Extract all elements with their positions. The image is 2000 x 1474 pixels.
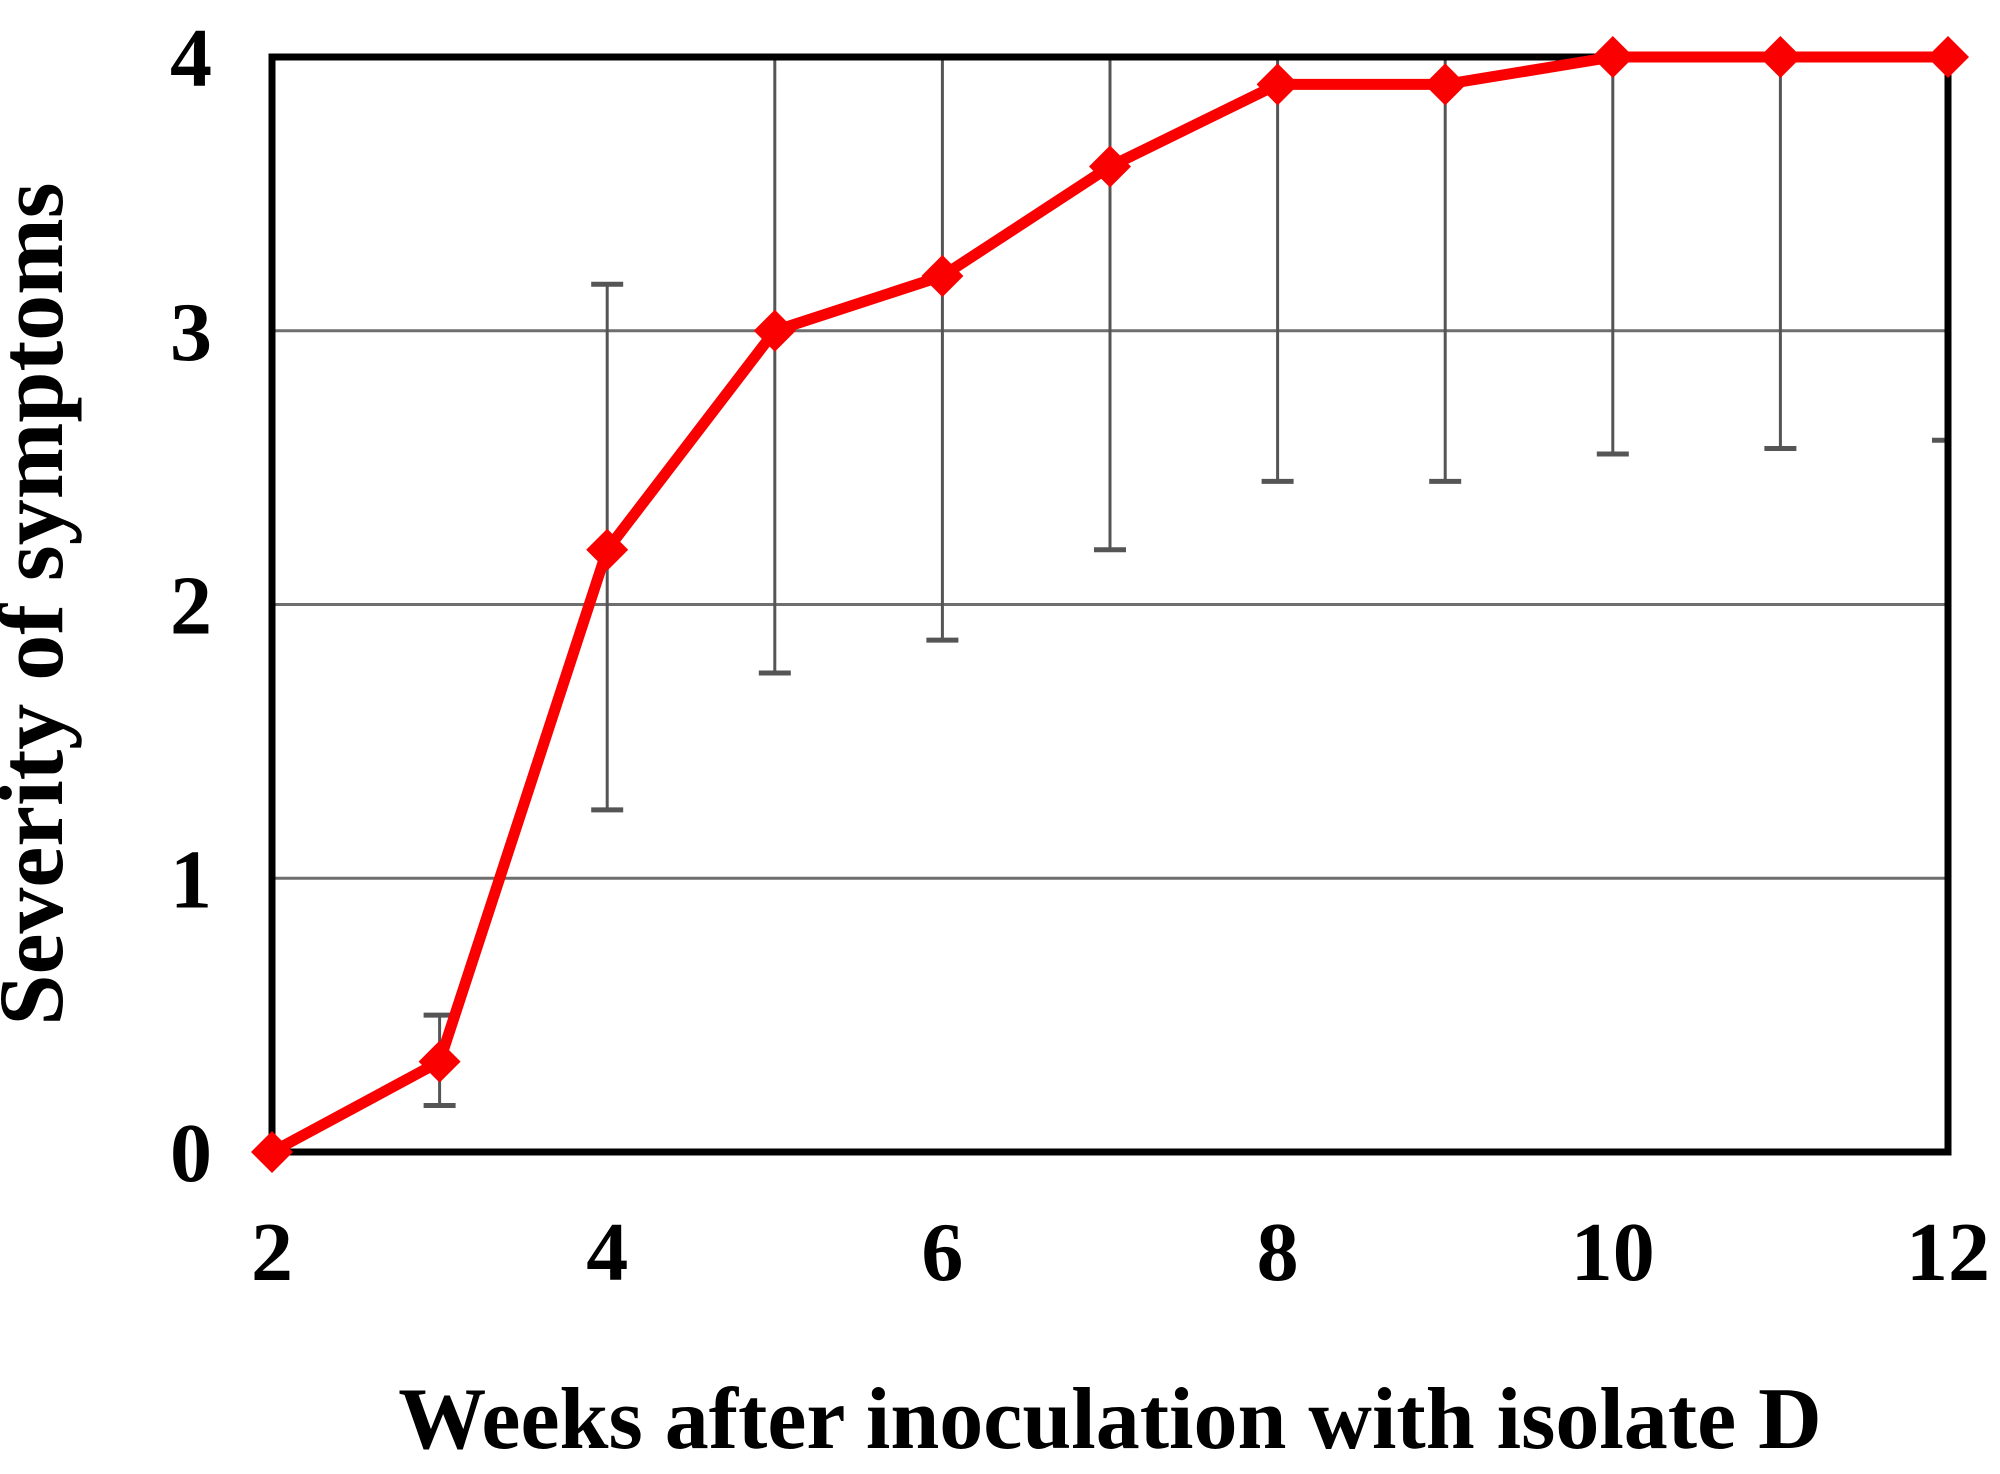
error-bars <box>423 57 1951 1108</box>
x-tick-label: 10 <box>1571 1206 1655 1299</box>
data-point-marker <box>418 1040 461 1083</box>
x-tick-label: 4 <box>586 1206 628 1299</box>
y-tick-label: 2 <box>170 560 212 653</box>
x-tick-label: 2 <box>251 1206 293 1299</box>
y-axis-title: Severity of symptoms <box>0 182 82 1025</box>
x-tick-label: 6 <box>921 1206 963 1299</box>
x-tick-label: 12 <box>1906 1206 1990 1299</box>
y-tick-label: 1 <box>170 833 212 926</box>
data-point-marker <box>1089 145 1131 188</box>
y-tick-label: 3 <box>170 286 212 379</box>
x-axis-title: Weeks after inoculation with isolate D <box>398 1371 1821 1468</box>
series-severity <box>251 36 1969 1173</box>
x-tick-labels: 2 4 6 8 10 12 <box>251 1206 1990 1299</box>
data-point-marker <box>921 255 964 297</box>
data-point-marker <box>1424 63 1467 106</box>
data-point-marker <box>1927 36 1969 78</box>
y-tick-label: 0 <box>170 1107 212 1200</box>
data-point-marker <box>586 528 629 571</box>
data-point-marker <box>753 309 796 352</box>
data-point-marker <box>1759 36 1802 78</box>
data-point-marker <box>251 1131 293 1173</box>
data-point-marker <box>1256 63 1299 106</box>
y-tick-label: 4 <box>170 12 212 105</box>
plot-border <box>268 53 1952 1156</box>
y-tick-labels: 0 1 2 3 4 <box>170 12 212 1200</box>
x-tick-label: 8 <box>1257 1206 1299 1299</box>
data-point-marker <box>1591 36 1634 78</box>
